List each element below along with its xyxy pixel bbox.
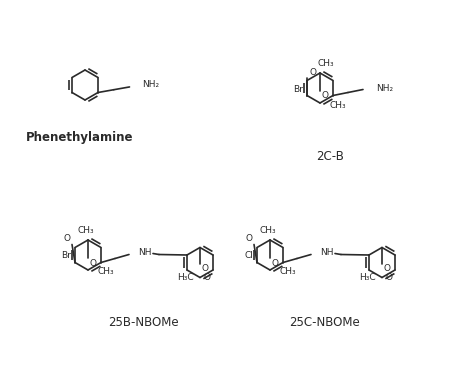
Text: NH₂: NH₂	[143, 81, 160, 89]
Text: NH: NH	[320, 248, 334, 257]
Text: H₃C: H₃C	[359, 273, 376, 282]
Text: H₃C: H₃C	[177, 273, 194, 282]
Text: Br: Br	[293, 85, 303, 93]
Text: 25C-NBOMe: 25C-NBOMe	[290, 316, 360, 329]
Text: O: O	[90, 258, 97, 268]
Text: CH₃: CH₃	[330, 100, 346, 110]
Text: CH₃: CH₃	[280, 268, 297, 276]
Text: O: O	[202, 264, 209, 273]
Text: O: O	[386, 273, 393, 282]
Text: Phenethylamine: Phenethylamine	[26, 131, 134, 144]
Text: 25B-NBOMe: 25B-NBOMe	[108, 316, 178, 329]
Text: CH₃: CH₃	[317, 59, 334, 68]
Text: CH₃: CH₃	[77, 226, 94, 235]
Text: Cl: Cl	[244, 251, 253, 261]
Text: O: O	[272, 258, 279, 268]
Text: O: O	[309, 68, 316, 77]
Text: CH₃: CH₃	[98, 268, 115, 276]
Text: NH: NH	[138, 248, 152, 257]
Text: NH₂: NH₂	[376, 84, 393, 93]
Text: O: O	[245, 234, 252, 243]
Text: O: O	[204, 273, 211, 282]
Text: 2C-B: 2C-B	[316, 149, 344, 163]
Text: Br: Br	[61, 251, 71, 261]
Text: CH₃: CH₃	[259, 226, 276, 235]
Text: O: O	[322, 92, 329, 100]
Text: O: O	[63, 234, 70, 243]
Text: O: O	[384, 264, 391, 273]
